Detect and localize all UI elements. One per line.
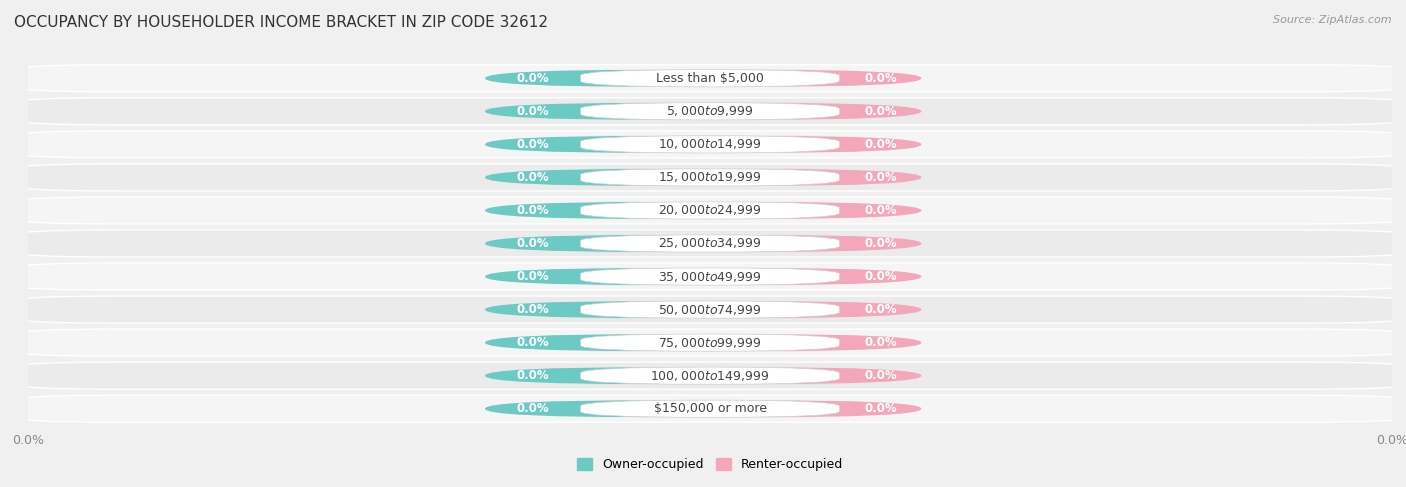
Text: 0.0%: 0.0%: [516, 105, 550, 118]
FancyBboxPatch shape: [581, 235, 839, 252]
FancyBboxPatch shape: [662, 268, 921, 285]
FancyBboxPatch shape: [581, 367, 839, 384]
Text: 0.0%: 0.0%: [516, 336, 550, 349]
FancyBboxPatch shape: [485, 136, 758, 153]
Text: 0.0%: 0.0%: [865, 402, 897, 415]
FancyBboxPatch shape: [662, 235, 921, 252]
FancyBboxPatch shape: [581, 136, 839, 153]
Text: $5,000 to $9,999: $5,000 to $9,999: [666, 104, 754, 118]
Text: $75,000 to $99,999: $75,000 to $99,999: [658, 336, 762, 350]
FancyBboxPatch shape: [662, 136, 921, 153]
FancyBboxPatch shape: [14, 65, 1406, 92]
FancyBboxPatch shape: [14, 395, 1406, 422]
Text: 0.0%: 0.0%: [865, 237, 897, 250]
FancyBboxPatch shape: [14, 230, 1406, 257]
FancyBboxPatch shape: [662, 301, 921, 318]
FancyBboxPatch shape: [581, 400, 839, 417]
Text: 0.0%: 0.0%: [865, 303, 897, 316]
FancyBboxPatch shape: [581, 70, 839, 87]
FancyBboxPatch shape: [485, 400, 921, 417]
FancyBboxPatch shape: [485, 103, 758, 120]
FancyBboxPatch shape: [14, 164, 1406, 191]
Text: 0.0%: 0.0%: [865, 369, 897, 382]
FancyBboxPatch shape: [14, 131, 1406, 158]
Text: 0.0%: 0.0%: [865, 72, 897, 85]
Text: 0.0%: 0.0%: [516, 72, 550, 85]
FancyBboxPatch shape: [485, 334, 921, 351]
FancyBboxPatch shape: [485, 103, 921, 120]
FancyBboxPatch shape: [581, 268, 839, 285]
Text: $35,000 to $49,999: $35,000 to $49,999: [658, 269, 762, 283]
Text: 0.0%: 0.0%: [865, 105, 897, 118]
FancyBboxPatch shape: [14, 362, 1406, 389]
Text: 0.0%: 0.0%: [516, 171, 550, 184]
FancyBboxPatch shape: [485, 334, 758, 351]
Text: 0.0%: 0.0%: [865, 138, 897, 151]
Text: 0.0%: 0.0%: [865, 336, 897, 349]
FancyBboxPatch shape: [485, 202, 758, 219]
Text: Less than $5,000: Less than $5,000: [657, 72, 763, 85]
FancyBboxPatch shape: [662, 70, 921, 87]
Text: OCCUPANCY BY HOUSEHOLDER INCOME BRACKET IN ZIP CODE 32612: OCCUPANCY BY HOUSEHOLDER INCOME BRACKET …: [14, 15, 548, 30]
Text: 0.0%: 0.0%: [865, 204, 897, 217]
FancyBboxPatch shape: [581, 301, 839, 318]
FancyBboxPatch shape: [662, 202, 921, 219]
Text: $20,000 to $24,999: $20,000 to $24,999: [658, 204, 762, 218]
Text: 0.0%: 0.0%: [516, 138, 550, 151]
FancyBboxPatch shape: [485, 70, 758, 87]
FancyBboxPatch shape: [485, 136, 921, 153]
FancyBboxPatch shape: [581, 334, 839, 351]
FancyBboxPatch shape: [485, 268, 921, 285]
Text: $10,000 to $14,999: $10,000 to $14,999: [658, 137, 762, 151]
FancyBboxPatch shape: [14, 197, 1406, 224]
Text: $100,000 to $149,999: $100,000 to $149,999: [651, 369, 769, 383]
Text: Source: ZipAtlas.com: Source: ZipAtlas.com: [1274, 15, 1392, 25]
FancyBboxPatch shape: [581, 169, 839, 186]
Text: $15,000 to $19,999: $15,000 to $19,999: [658, 170, 762, 185]
FancyBboxPatch shape: [485, 301, 921, 318]
FancyBboxPatch shape: [485, 202, 921, 219]
Text: $50,000 to $74,999: $50,000 to $74,999: [658, 302, 762, 317]
Text: $25,000 to $34,999: $25,000 to $34,999: [658, 237, 762, 250]
Text: 0.0%: 0.0%: [516, 402, 550, 415]
FancyBboxPatch shape: [14, 296, 1406, 323]
FancyBboxPatch shape: [581, 202, 839, 219]
FancyBboxPatch shape: [662, 400, 921, 417]
FancyBboxPatch shape: [581, 103, 839, 120]
Text: 0.0%: 0.0%: [516, 270, 550, 283]
Legend: Owner-occupied, Renter-occupied: Owner-occupied, Renter-occupied: [572, 453, 848, 476]
FancyBboxPatch shape: [485, 169, 921, 186]
FancyBboxPatch shape: [662, 334, 921, 351]
FancyBboxPatch shape: [662, 367, 921, 384]
Text: 0.0%: 0.0%: [865, 270, 897, 283]
Text: 0.0%: 0.0%: [865, 171, 897, 184]
FancyBboxPatch shape: [662, 169, 921, 186]
FancyBboxPatch shape: [485, 235, 921, 252]
Text: 0.0%: 0.0%: [516, 303, 550, 316]
Text: 0.0%: 0.0%: [516, 204, 550, 217]
Text: 0.0%: 0.0%: [516, 369, 550, 382]
Text: $150,000 or more: $150,000 or more: [654, 402, 766, 415]
FancyBboxPatch shape: [14, 329, 1406, 356]
FancyBboxPatch shape: [485, 268, 758, 285]
FancyBboxPatch shape: [662, 103, 921, 120]
FancyBboxPatch shape: [485, 235, 758, 252]
FancyBboxPatch shape: [14, 263, 1406, 290]
FancyBboxPatch shape: [485, 169, 758, 186]
FancyBboxPatch shape: [485, 367, 921, 384]
Text: 0.0%: 0.0%: [516, 237, 550, 250]
FancyBboxPatch shape: [485, 70, 921, 87]
FancyBboxPatch shape: [14, 98, 1406, 125]
FancyBboxPatch shape: [485, 301, 758, 318]
FancyBboxPatch shape: [485, 400, 758, 417]
FancyBboxPatch shape: [485, 367, 758, 384]
